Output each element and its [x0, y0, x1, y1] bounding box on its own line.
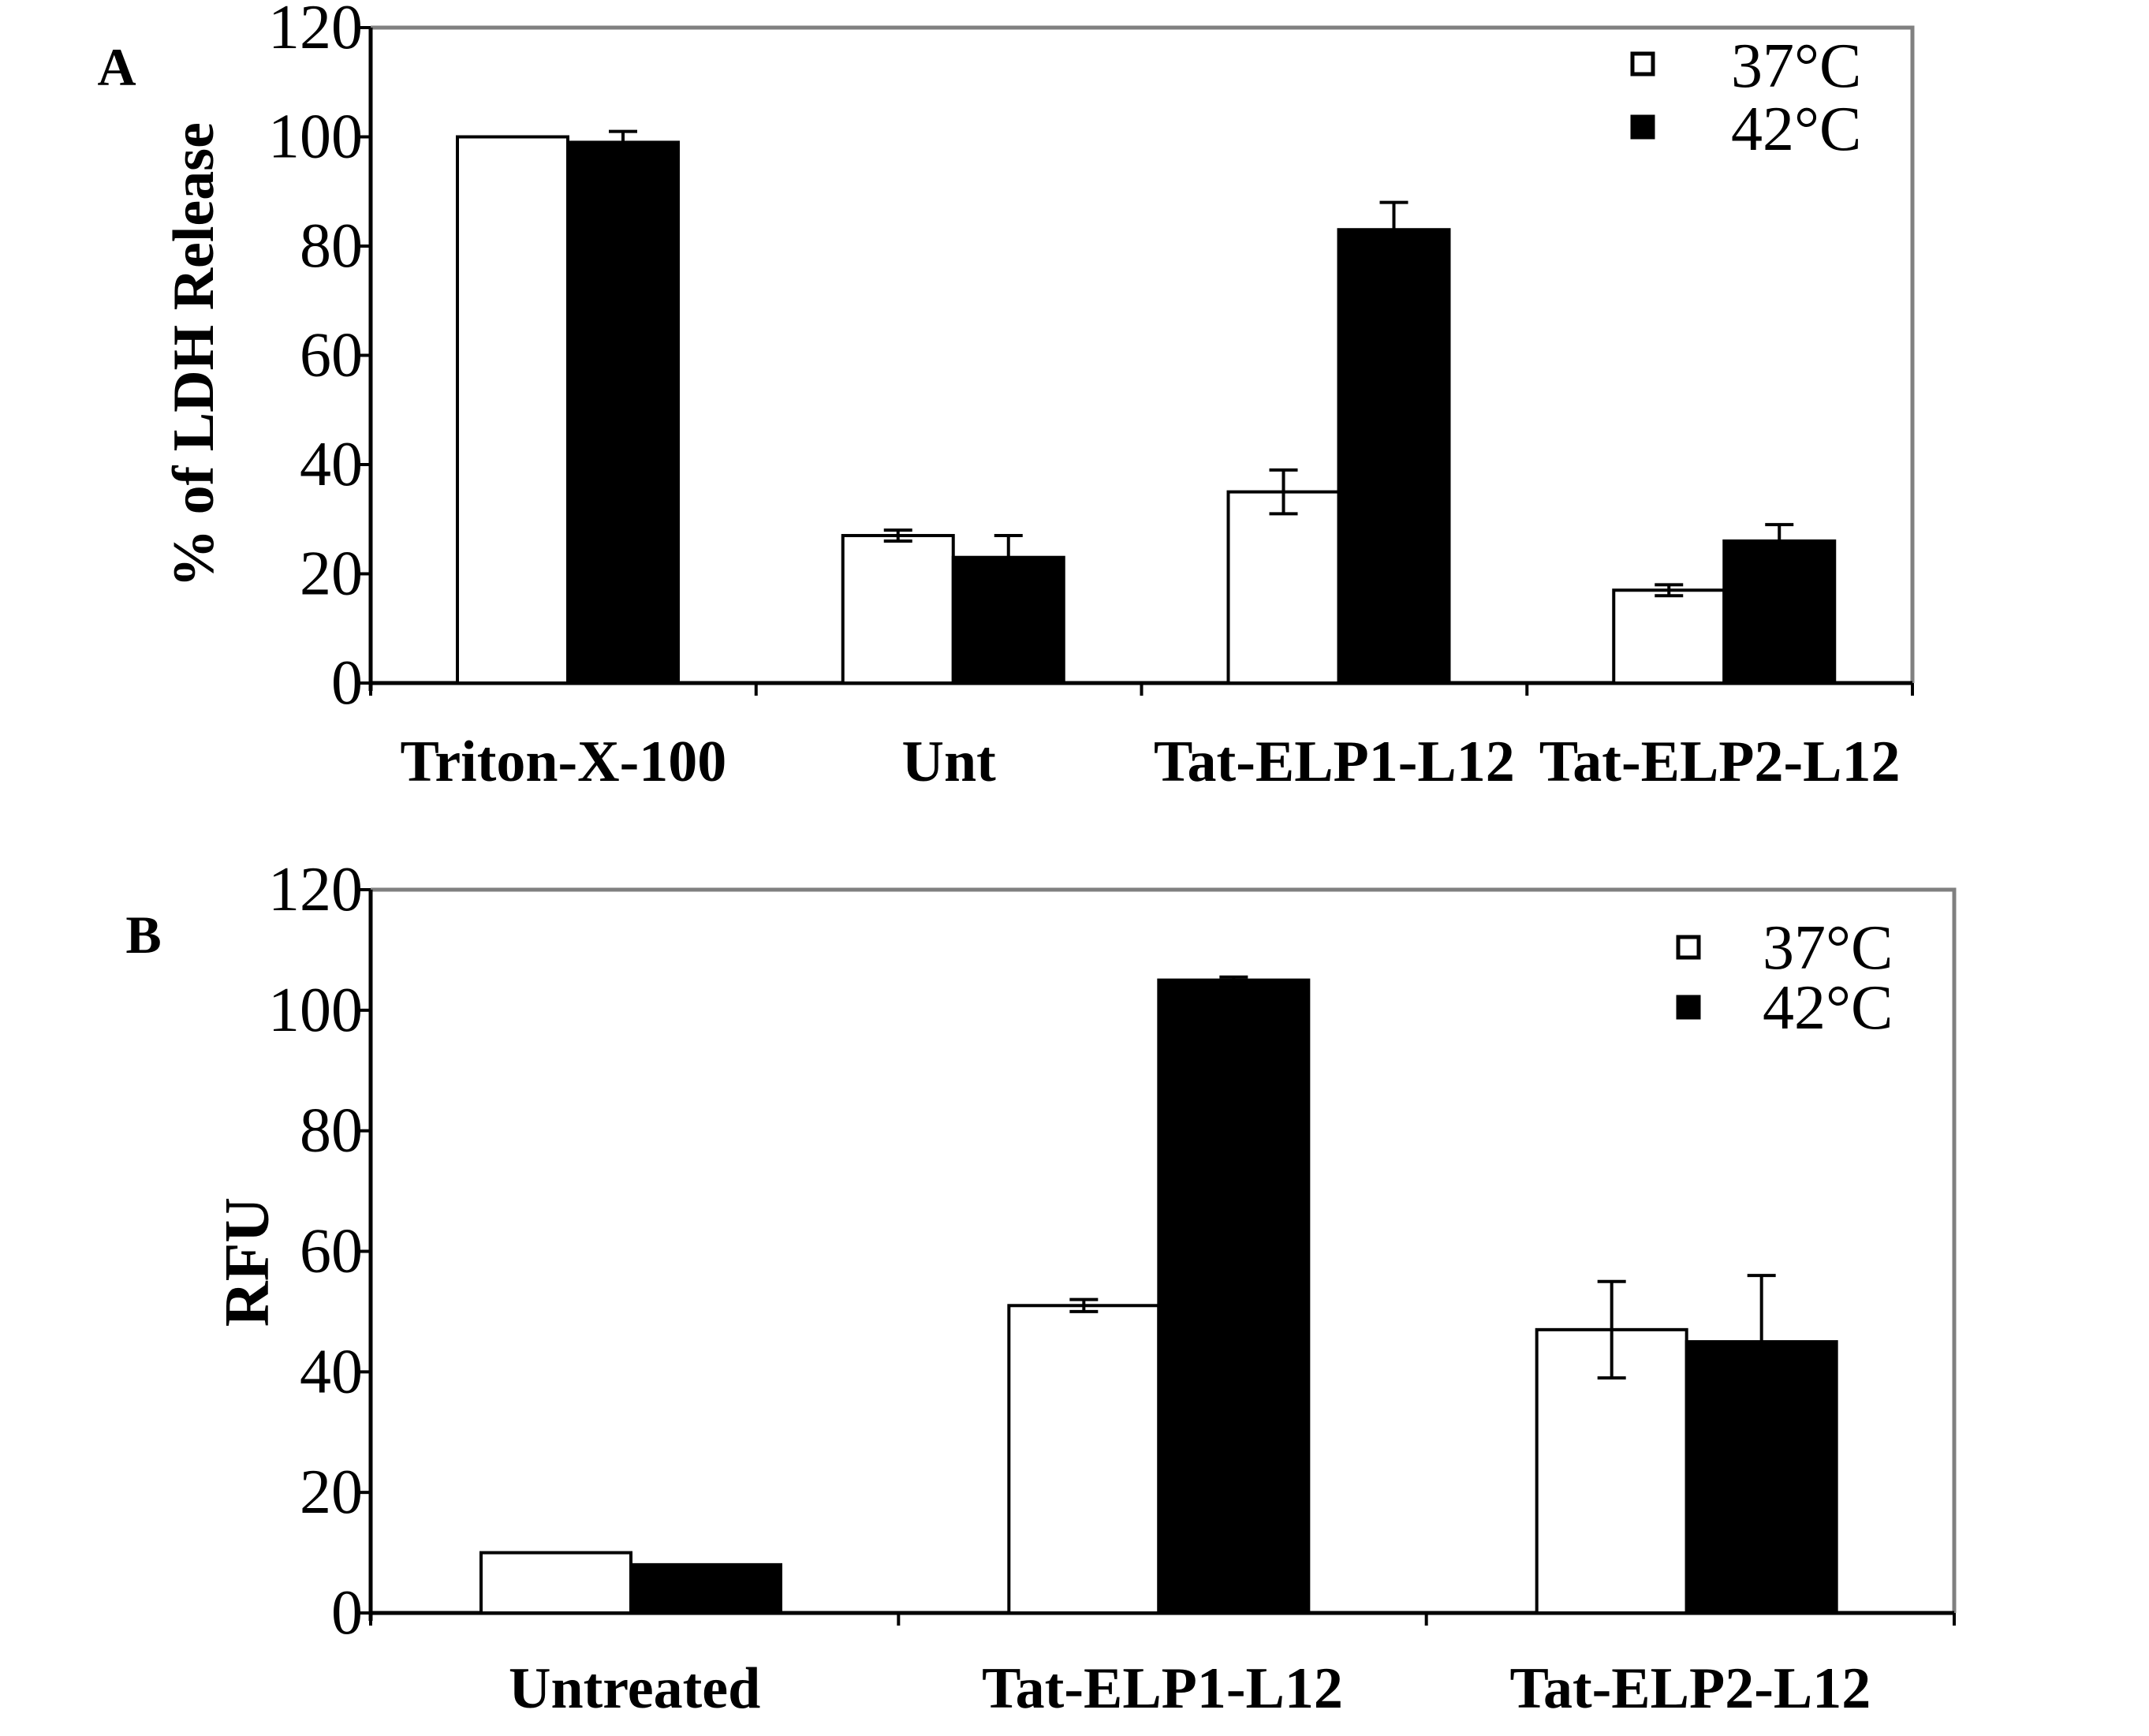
bar-37c [479, 1551, 632, 1615]
plot-frame [371, 887, 1957, 1613]
panel-label: A [97, 37, 136, 97]
bar-42c [1722, 539, 1837, 685]
category-label: Tat-ELP1-L12 [1154, 730, 1515, 794]
y-tick-label: 120 [268, 0, 363, 62]
bar-42c [1685, 1340, 1838, 1615]
y-tick-label: 0 [331, 1578, 363, 1648]
legend-label-42c: 42°C [1731, 95, 1861, 164]
legend-swatch-42c [1630, 114, 1655, 140]
legend-swatch-42c [1676, 995, 1701, 1020]
bar-42c [1337, 228, 1451, 685]
category-label: Tat-ELP2-L12 [1539, 730, 1901, 794]
panel-b: 0 20 40 60 80 100 120 Untreated Tat-ELP1-L12 Tat-… [125, 855, 1957, 1721]
bar-37c [1007, 1304, 1161, 1615]
y-tick-label: 40 [300, 430, 363, 499]
bar-37c [841, 534, 955, 685]
bar-37c [1226, 490, 1341, 685]
y-tick-label: 60 [300, 321, 363, 390]
bar-42c [629, 1562, 782, 1615]
y-tick-label: 60 [300, 1217, 363, 1286]
legend-label-37c: 37°C [1731, 32, 1861, 101]
bar-37c [456, 135, 569, 685]
y-axis-title: RFU [213, 1197, 282, 1327]
y-tick-label: 20 [300, 1458, 363, 1527]
bar-37c [1612, 588, 1726, 685]
y-tick-label: 80 [300, 1096, 363, 1166]
y-tick-label: 100 [268, 103, 363, 172]
category-label: Untreated [509, 1656, 760, 1721]
bar-42c [1157, 978, 1311, 1615]
bar-42c [566, 140, 680, 685]
y-tick-label: 80 [300, 211, 363, 281]
y-tick-label: 40 [300, 1337, 363, 1406]
legend-swatch-37c [1676, 935, 1701, 960]
y-axis-title: % of LDH Release [162, 122, 226, 588]
legend-swatch-37c [1630, 51, 1655, 77]
legend-label-37c: 37°C [1763, 913, 1893, 983]
y-tick-label: 100 [268, 976, 363, 1045]
y-tick-label: 0 [331, 648, 363, 718]
y-tick-label: 120 [268, 855, 363, 924]
legend-label-42c: 42°C [1763, 973, 1893, 1043]
category-label: Tat-ELP2-L12 [1509, 1656, 1871, 1721]
category-label: Unt [902, 730, 997, 794]
category-label: Triton-X-100 [400, 730, 726, 794]
bar-42c [951, 555, 1065, 685]
panel-label: B [125, 905, 161, 965]
category-label: Tat-ELP1-L12 [982, 1656, 1343, 1721]
panel-a: 0 20 40 60 80 100 120 Triton-X-100 Unt Tat-ELP1-L… [97, 0, 1915, 794]
y-tick-label: 20 [300, 539, 363, 609]
plot-frame [371, 25, 1915, 683]
